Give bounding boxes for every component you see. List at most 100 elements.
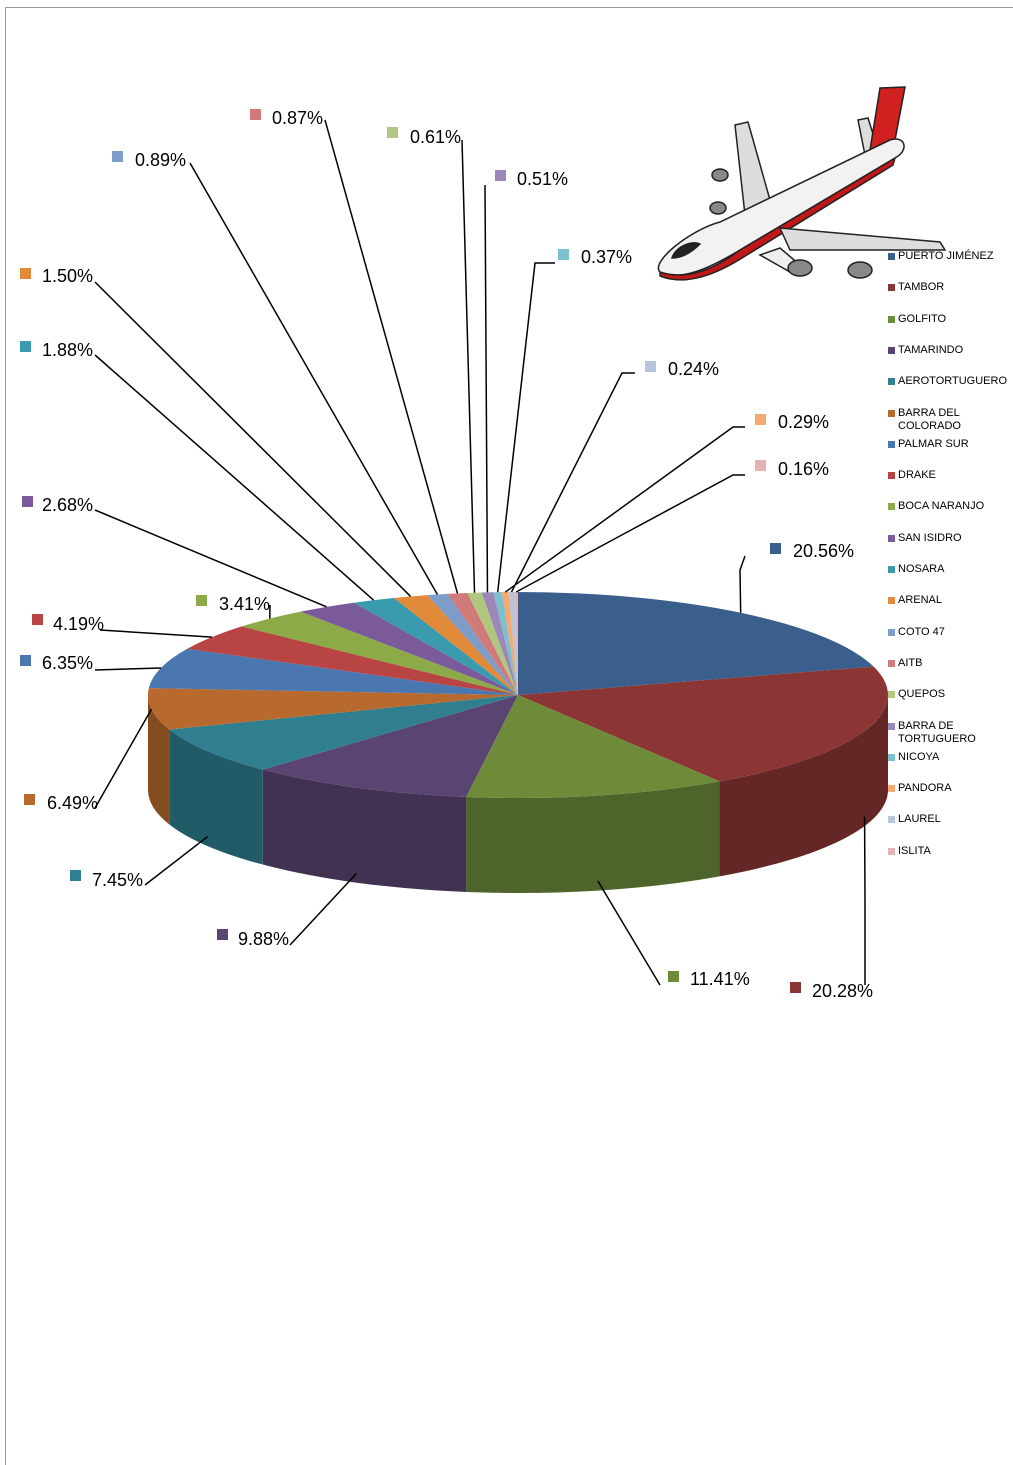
legend-item: QUEPOS bbox=[888, 688, 1010, 701]
page-border bbox=[5, 7, 1013, 1465]
data-label: 4.19% bbox=[53, 614, 104, 634]
legend-label: PALMAR SUR bbox=[898, 437, 969, 450]
legend-item: ISLITA bbox=[888, 844, 1010, 858]
pie-side bbox=[466, 781, 720, 893]
pie-slice bbox=[353, 597, 518, 695]
legend-item: BOCA NARANJO bbox=[888, 500, 1010, 513]
leader-line bbox=[94, 667, 162, 671]
legend-item: GOLFITO bbox=[888, 313, 1010, 326]
label-swatch bbox=[387, 127, 398, 138]
legend-item: LAUREL bbox=[888, 813, 1010, 826]
pie-slice bbox=[514, 592, 518, 695]
legend-swatch bbox=[888, 722, 895, 730]
pie-slice bbox=[300, 602, 518, 695]
leader-line bbox=[94, 509, 327, 608]
data-label: 2.68% bbox=[42, 495, 93, 515]
label-swatch bbox=[24, 794, 35, 805]
legend-item: ARENAL bbox=[888, 594, 1010, 607]
pie-slice bbox=[427, 593, 518, 695]
data-label: 20.28% bbox=[812, 981, 873, 1001]
data-label: 11.41% bbox=[690, 969, 750, 989]
leader-line bbox=[504, 426, 745, 593]
legend-swatch bbox=[888, 503, 895, 511]
data-label: 0.89% bbox=[135, 150, 186, 170]
label-swatch bbox=[495, 170, 506, 181]
legend-swatch bbox=[888, 847, 895, 855]
leader-line bbox=[289, 872, 358, 946]
pie-slice bbox=[493, 592, 518, 695]
legend-swatch bbox=[888, 785, 895, 793]
leader-line bbox=[496, 262, 555, 593]
leader-line bbox=[461, 139, 476, 593]
label-swatch bbox=[770, 543, 781, 554]
label-swatch bbox=[250, 109, 261, 120]
legend-item: BARRA DEL COLORADO bbox=[888, 407, 1010, 433]
pie-side bbox=[148, 695, 170, 825]
label-swatch bbox=[112, 151, 123, 162]
leader-line bbox=[597, 880, 661, 986]
label-swatch bbox=[32, 614, 43, 625]
pie-slice bbox=[241, 611, 518, 695]
legend-item: NOSARA bbox=[888, 563, 1010, 576]
data-label: 0.24% bbox=[668, 359, 719, 379]
leader-line bbox=[94, 281, 412, 597]
data-label: 0.61% bbox=[410, 127, 461, 147]
pie-slice bbox=[169, 695, 518, 770]
data-label: 0.37% bbox=[581, 247, 632, 267]
legend-swatch bbox=[888, 816, 895, 824]
leader-line bbox=[144, 835, 209, 886]
legend-label: PUERTO JIMÉNEZ bbox=[898, 250, 994, 262]
label-swatch bbox=[20, 341, 31, 352]
pie-slice bbox=[467, 592, 518, 695]
legend-swatch bbox=[888, 566, 895, 573]
legend-item: AITB bbox=[888, 657, 1010, 670]
legend-swatch bbox=[888, 315, 895, 323]
pie-slice bbox=[394, 595, 518, 695]
legend-label: COTO 47 bbox=[898, 625, 945, 638]
data-label: 0.16% bbox=[778, 459, 829, 479]
legend-label: QUEPOS bbox=[898, 688, 946, 701]
leader-line bbox=[484, 184, 489, 593]
legend-label: NICOYA bbox=[898, 750, 940, 763]
leader-line bbox=[94, 354, 375, 601]
legend-item: DRAKE bbox=[888, 469, 1010, 482]
pie-slice bbox=[447, 592, 518, 695]
legend-label: BOCA NARANJO bbox=[898, 500, 985, 513]
legend-item: PUERTO JIMÉNEZ bbox=[888, 250, 1010, 263]
label-swatch bbox=[645, 361, 656, 372]
data-label: 0.29% bbox=[778, 412, 829, 432]
legend-item: SAN ISIDRO bbox=[888, 532, 1010, 545]
data-label: 9.88% bbox=[238, 929, 289, 949]
legend-label: LAUREL bbox=[898, 813, 941, 826]
pie-slice bbox=[518, 592, 874, 695]
legend-swatch bbox=[888, 472, 895, 480]
data-label: 20.56% bbox=[793, 541, 854, 561]
label-swatch bbox=[790, 982, 801, 993]
legend-label: NOSARA bbox=[898, 563, 945, 575]
label-swatch bbox=[20, 655, 31, 666]
leader-line bbox=[324, 119, 459, 594]
leader-line bbox=[510, 372, 635, 593]
legend-swatch bbox=[888, 534, 895, 542]
label-swatch bbox=[217, 929, 228, 940]
legend-swatch bbox=[888, 284, 895, 292]
legend-swatch bbox=[888, 346, 895, 354]
pie-slice bbox=[148, 648, 519, 695]
legend-swatch bbox=[888, 628, 895, 636]
pie-slice bbox=[501, 592, 518, 695]
label-swatch bbox=[755, 414, 766, 425]
legend-item: TAMARINDO bbox=[888, 344, 1010, 357]
pie-slice bbox=[147, 688, 518, 730]
pie-slice bbox=[187, 626, 518, 695]
label-swatch bbox=[70, 870, 81, 881]
label-swatch bbox=[668, 971, 679, 982]
legend-swatch bbox=[888, 691, 895, 699]
legend-swatch bbox=[888, 253, 895, 260]
data-label: 0.51% bbox=[517, 169, 568, 189]
label-swatch bbox=[20, 268, 31, 279]
data-label: 1.88% bbox=[42, 340, 93, 360]
legend-label: ISLITA bbox=[898, 844, 931, 857]
pie-slice bbox=[518, 666, 889, 782]
legend-swatch bbox=[888, 409, 895, 417]
